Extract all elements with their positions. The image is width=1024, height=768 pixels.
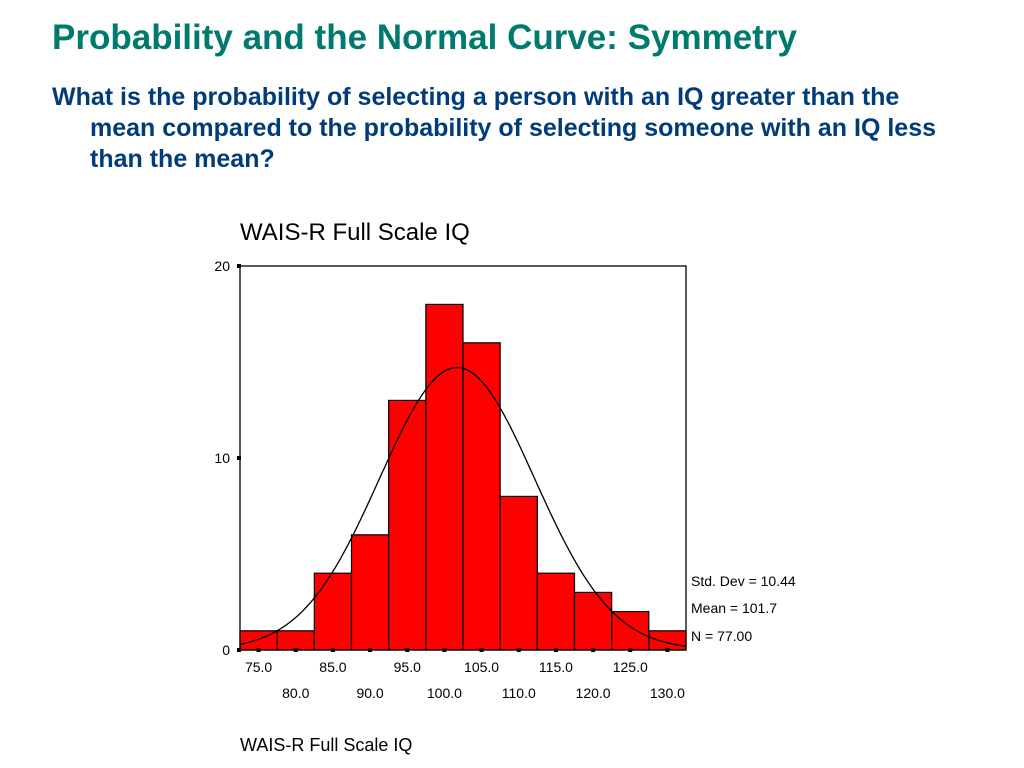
y-tick-mark (237, 648, 241, 652)
x-tick-mark (368, 648, 373, 652)
x-tick-mark (405, 648, 410, 652)
x-tick-label: 90.0 (356, 685, 383, 701)
x-tick-mark (516, 648, 521, 652)
x-axis-label: WAIS-R Full Scale IQ (240, 735, 412, 755)
y-tick-label: 0 (222, 642, 230, 658)
x-tick-label: 75.0 (245, 659, 272, 675)
x-tick-mark (442, 648, 447, 652)
y-tick-mark (237, 456, 241, 460)
x-tick-label: 125.0 (613, 659, 648, 675)
y-tick-label: 10 (214, 450, 230, 466)
histogram-bar (648, 630, 687, 651)
histogram-bar (462, 342, 501, 651)
x-tick-mark (665, 648, 670, 652)
x-tick-label: 120.0 (576, 685, 611, 701)
x-tick-mark (479, 648, 484, 652)
x-tick-label: 80.0 (282, 685, 309, 701)
histogram-bar (350, 534, 390, 651)
stats-box: Std. Dev = 10.44 Mean = 101.7 N = 77.00 (691, 573, 796, 644)
x-tick-label: 105.0 (464, 659, 499, 675)
x-tick-label: 110.0 (502, 685, 536, 701)
question-text: What is the probability of selecting a p… (52, 83, 937, 173)
normal-curve-group (239, 366, 687, 648)
histogram-bar (313, 572, 353, 651)
slide-title: Probability and the Normal Curve: Symmet… (52, 18, 797, 57)
y-axis: 0 10 20 (214, 258, 241, 658)
histogram-bar (276, 630, 315, 651)
histogram-bar (536, 572, 576, 651)
bars-group (239, 303, 687, 651)
histogram-bar (573, 591, 613, 651)
histogram-bar (388, 399, 427, 651)
stats-line: N = 77.00 (691, 628, 752, 644)
normal-curve (239, 366, 687, 648)
y-tick-label: 20 (214, 258, 230, 274)
stats-line: Std. Dev = 10.44 (691, 573, 796, 589)
y-tick-mark (237, 264, 241, 268)
chart-title: WAIS-R Full Scale IQ (240, 219, 470, 246)
x-axis: 75.0 80.0 85.0 90.0 95.0 100.0105.0110.0115.0… (245, 648, 685, 701)
x-tick-label: 115.0 (539, 659, 573, 675)
stats-line: Mean = 101.7 (691, 600, 777, 616)
x-tick-mark (628, 648, 633, 652)
x-tick-label: 100.0 (427, 685, 462, 701)
histogram-bar (611, 610, 650, 651)
x-tick-mark (256, 648, 261, 652)
x-tick-mark (330, 648, 335, 652)
histogram-bar (499, 495, 538, 651)
x-tick-mark (553, 648, 558, 652)
x-tick-mark (293, 648, 298, 652)
histogram-bar (425, 303, 464, 651)
x-tick-label: 130.0 (650, 685, 685, 701)
x-tick-mark (591, 648, 596, 652)
x-tick-label: 85.0 (319, 659, 346, 675)
x-tick-label: 95.0 (394, 659, 421, 675)
